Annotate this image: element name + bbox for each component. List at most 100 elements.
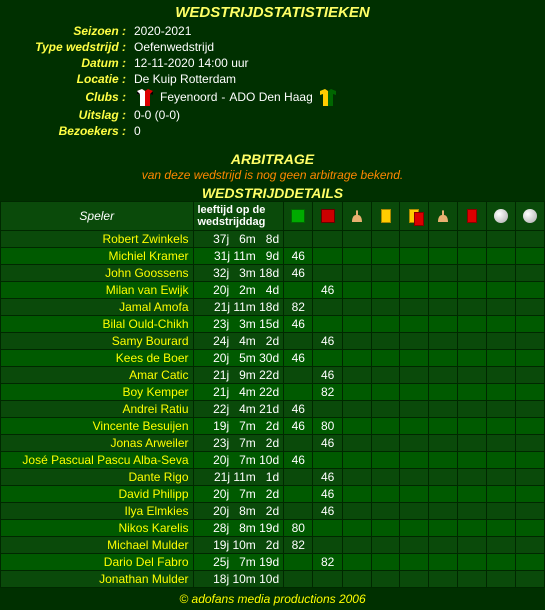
player-stat: [515, 452, 544, 469]
player-stat: [371, 231, 400, 248]
player-stat: [342, 401, 371, 418]
player-name[interactable]: Michiel Kramer: [1, 248, 194, 265]
player-stat: [429, 231, 458, 248]
club-away[interactable]: ADO Den Haag: [229, 90, 312, 104]
col-sub-out-icon[interactable]: [313, 202, 342, 231]
player-row: Michael Mulder19j 10m 2d82: [1, 537, 545, 554]
player-stat: 46: [313, 367, 342, 384]
player-stat: [515, 554, 544, 571]
player-stat: [313, 571, 342, 588]
player-stat: [486, 367, 515, 384]
player-stat: [486, 333, 515, 350]
player-row: Andrei Ratiu22j 4m 21d46: [1, 401, 545, 418]
player-stat: [515, 503, 544, 520]
player-age: 23j 7m 2d: [193, 435, 284, 452]
player-name[interactable]: Boy Kemper: [1, 384, 194, 401]
value-seizoen[interactable]: 2020-2021: [130, 23, 545, 39]
player-stat: [486, 418, 515, 435]
player-stat: [342, 367, 371, 384]
player-row: Jonathan Mulder18j 10m 10d: [1, 571, 545, 588]
player-stat: [515, 401, 544, 418]
col-sub-in-icon[interactable]: [284, 202, 313, 231]
col-owngoal-icon[interactable]: [515, 202, 544, 231]
player-stat: [429, 418, 458, 435]
player-name[interactable]: Bilal Ould-Chikh: [1, 316, 194, 333]
player-name[interactable]: David Philipp: [1, 486, 194, 503]
player-stat: [400, 537, 429, 554]
player-name[interactable]: Robert Zwinkels: [1, 231, 194, 248]
player-stat: [400, 571, 429, 588]
player-stat: 46: [313, 282, 342, 299]
player-name[interactable]: Ilya Elmkies: [1, 503, 194, 520]
clubs-sep: -: [221, 90, 225, 104]
player-name[interactable]: Kees de Boer: [1, 350, 194, 367]
player-age: 25j 7m 19d: [193, 554, 284, 571]
player-name[interactable]: Vincente Besuijen: [1, 418, 194, 435]
player-name[interactable]: John Goossens: [1, 265, 194, 282]
player-stat: [313, 401, 342, 418]
col-hand-red-icon[interactable]: [429, 202, 458, 231]
club-home[interactable]: Feyenoord: [160, 90, 217, 104]
player-stat: [371, 248, 400, 265]
player-stat: 80: [284, 520, 313, 537]
player-stat: [400, 282, 429, 299]
player-stat: [342, 299, 371, 316]
player-stat: [371, 401, 400, 418]
player-name[interactable]: Milan van Ewijk: [1, 282, 194, 299]
match-info: Seizoen :2020-2021 Type wedstrijd :Oefen…: [0, 23, 545, 139]
col-speler[interactable]: Speler: [1, 202, 194, 231]
col-yellow-icon[interactable]: [371, 202, 400, 231]
col-goal-icon[interactable]: [486, 202, 515, 231]
player-name[interactable]: Amar Catic: [1, 367, 194, 384]
player-age: 32j 3m 18d: [193, 265, 284, 282]
player-name[interactable]: Nikos Karelis: [1, 520, 194, 537]
player-row: David Philipp20j 7m 2d46: [1, 486, 545, 503]
player-stat: [458, 316, 487, 333]
player-age: 23j 3m 15d: [193, 316, 284, 333]
col-yellowred-icon[interactable]: [400, 202, 429, 231]
player-stat: [400, 350, 429, 367]
player-stat: [515, 520, 544, 537]
player-row: Michiel Kramer31j 11m 9d46: [1, 248, 545, 265]
player-stat: [429, 503, 458, 520]
player-stat: [342, 554, 371, 571]
player-stat: [400, 520, 429, 537]
value-type: Oefenwedstrijd: [130, 39, 545, 55]
player-name[interactable]: José Pascual Pascu Alba-Seva: [1, 452, 194, 469]
player-stat: 46: [313, 469, 342, 486]
player-stat: [284, 571, 313, 588]
player-name[interactable]: Jonathan Mulder: [1, 571, 194, 588]
col-red-icon[interactable]: [458, 202, 487, 231]
player-name[interactable]: Jamal Amofa: [1, 299, 194, 316]
player-age: 20j 7m 10d: [193, 452, 284, 469]
player-name[interactable]: Andrei Ratiu: [1, 401, 194, 418]
player-stat: [429, 486, 458, 503]
player-stat: [400, 554, 429, 571]
player-stat: [515, 282, 544, 299]
player-stat: [429, 452, 458, 469]
player-row: Vincente Besuijen19j 7m 2d4680: [1, 418, 545, 435]
col-hand-yellow-icon[interactable]: [342, 202, 371, 231]
player-stat: [371, 418, 400, 435]
player-stat: [486, 520, 515, 537]
player-name[interactable]: Dante Rigo: [1, 469, 194, 486]
player-name[interactable]: Jonas Arweiler: [1, 435, 194, 452]
player-stat: [371, 367, 400, 384]
player-row: José Pascual Pascu Alba-Seva20j 7m 10d46: [1, 452, 545, 469]
player-stat: [458, 520, 487, 537]
player-row: Boy Kemper21j 4m 22d82: [1, 384, 545, 401]
player-stat: [458, 418, 487, 435]
player-stat: [458, 231, 487, 248]
player-stat: [486, 486, 515, 503]
player-name[interactable]: Dario Del Fabro: [1, 554, 194, 571]
player-name[interactable]: Samy Bourard: [1, 333, 194, 350]
player-age: 20j 5m 30d: [193, 350, 284, 367]
player-stat: [313, 316, 342, 333]
player-row: Nikos Karelis28j 8m 19d80: [1, 520, 545, 537]
player-stat: 80: [313, 418, 342, 435]
col-leeftijd[interactable]: leeftijd op de wedstrijddag: [193, 202, 284, 231]
player-stat: [515, 333, 544, 350]
player-stat: [429, 554, 458, 571]
player-name[interactable]: Michael Mulder: [1, 537, 194, 554]
player-stat: [458, 469, 487, 486]
